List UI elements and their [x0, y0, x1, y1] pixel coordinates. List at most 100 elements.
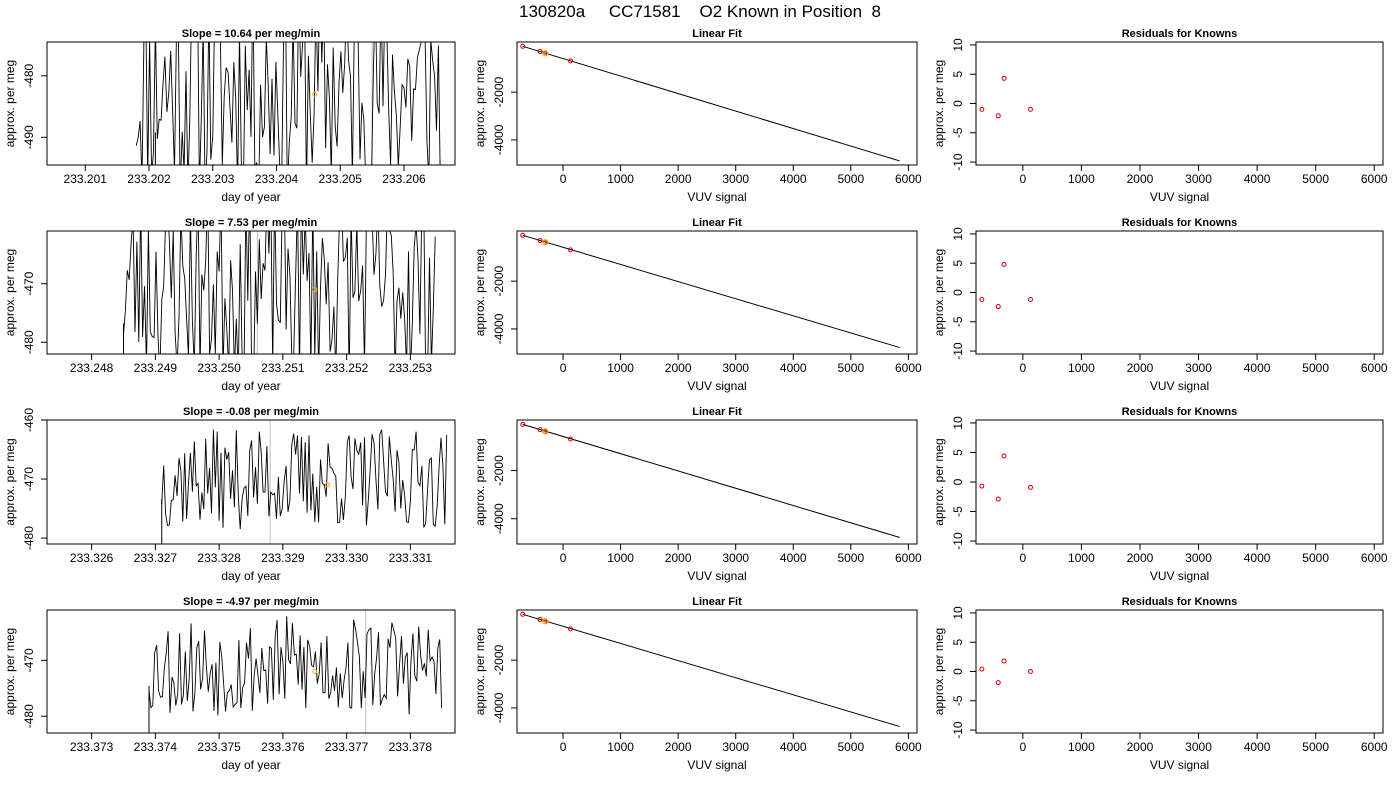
x-tick-label: 2000	[1127, 361, 1154, 375]
chart-panel-linear-fit-row4: Linear Fit VUV signal approx. per meg 0 1000…	[473, 596, 922, 772]
x-tick-label: 233.375	[197, 740, 241, 754]
x-axis-label: VUV signal	[687, 758, 746, 772]
highlight-point	[312, 287, 318, 293]
x-tick-label: 5000	[837, 551, 864, 565]
chart-title: Linear Fit	[692, 596, 742, 608]
y-tick-label: -480	[22, 330, 36, 354]
highlight-point	[542, 239, 549, 246]
x-tick-label: 4000	[1244, 172, 1271, 186]
chart-title: Residuals for Knowns	[1122, 28, 1238, 40]
y-tick-label: -470	[22, 467, 36, 491]
residual-point	[1001, 658, 1007, 664]
plot-frame	[46, 609, 456, 734]
plot-area	[979, 453, 1033, 502]
x-tick-label: 233.329	[261, 551, 305, 565]
y-axis-label: approx. per meg	[3, 60, 17, 147]
plot-area	[520, 421, 900, 538]
y-tick-label: -2000	[492, 76, 506, 107]
y-tick-label: -5	[951, 316, 965, 327]
x-tick-label: 233.251	[261, 361, 305, 375]
known-point	[520, 611, 526, 617]
highlight-point	[542, 50, 549, 57]
x-tick-label: 1000	[607, 172, 634, 186]
y-axis-label: approx. per meg	[473, 249, 487, 336]
x-tick-label: 1000	[1068, 740, 1095, 754]
chart-panel-residuals-row4: Residuals for Knowns VUV signal approx. pe…	[932, 596, 1388, 772]
residual-point	[979, 666, 985, 672]
known-point	[520, 43, 526, 49]
y-tick-label: -2000	[492, 644, 506, 675]
x-tick-label: 233.252	[325, 361, 369, 375]
x-tick-label: 2000	[1127, 551, 1154, 565]
x-tick-label: 1000	[607, 740, 634, 754]
plot-frame	[516, 230, 918, 355]
plot-frame	[516, 41, 918, 166]
x-tick-label: 4000	[1244, 361, 1271, 375]
y-tick-label: 0	[951, 100, 965, 107]
chart-panel-time-series-row3: Slope = -0.08 per meg/min day of year appr…	[3, 406, 456, 583]
plot-area	[148, 610, 443, 733]
y-tick-label: -4000	[492, 503, 506, 534]
plot-frame	[975, 609, 1384, 734]
x-tick-label: 6000	[1361, 361, 1388, 375]
y-tick-label: -10	[951, 153, 965, 171]
plot-area	[979, 261, 1033, 310]
y-tick-label: -5	[951, 506, 965, 517]
x-axis-label: day of year	[221, 379, 280, 393]
x-tick-label: 6000	[1361, 172, 1388, 186]
x-axis-label: VUV signal	[1150, 190, 1209, 204]
known-point	[568, 247, 574, 253]
chart-panel-residuals-row1: Residuals for Knowns VUV signal approx. pe…	[932, 28, 1388, 204]
x-tick-label: 1000	[607, 361, 634, 375]
x-tick-label: 3000	[1185, 740, 1212, 754]
chart-panel-time-series-row4: Slope = -4.97 per meg/min day of year appr…	[3, 596, 456, 772]
x-tick-label: 6000	[895, 361, 922, 375]
known-point	[520, 421, 526, 427]
y-axis-label: approx. per meg	[932, 628, 946, 715]
time-series-line	[123, 231, 436, 354]
x-tick-label: 233.330	[325, 551, 369, 565]
x-axis-label: day of year	[221, 569, 280, 583]
x-tick-label: 233.205	[319, 172, 363, 186]
residual-point	[1001, 453, 1007, 459]
y-tick-label: -470	[22, 648, 36, 672]
y-tick-label: 5	[951, 449, 965, 456]
chart-title: Linear Fit	[692, 406, 742, 418]
plot-area	[520, 43, 900, 162]
residual-point	[979, 483, 985, 489]
residual-point	[1001, 75, 1007, 81]
y-tick-label: -2000	[492, 455, 506, 486]
x-tick-label: 233.206	[382, 172, 426, 186]
x-axis-label: VUV signal	[1150, 758, 1209, 772]
x-tick-label: 233.328	[197, 551, 241, 565]
known-point	[568, 626, 574, 632]
x-tick-label: 233.203	[191, 172, 235, 186]
time-series-line	[135, 42, 441, 165]
plot-area	[979, 75, 1033, 119]
x-tick-label: 0	[560, 361, 567, 375]
x-tick-label: 3000	[722, 172, 749, 186]
y-axis-label: approx. per meg	[473, 438, 487, 525]
chart-panel-linear-fit-row1: Linear Fit VUV signal approx. per meg 0 1000…	[473, 28, 922, 204]
x-tick-label: 6000	[895, 740, 922, 754]
x-tick-label: 1000	[607, 551, 634, 565]
x-tick-label: 3000	[722, 361, 749, 375]
x-tick-label: 233.327	[134, 551, 178, 565]
x-tick-label: 5000	[1302, 172, 1329, 186]
x-tick-label: 6000	[895, 551, 922, 565]
x-axis-label: VUV signal	[1150, 569, 1209, 583]
x-tick-label: 2000	[665, 361, 692, 375]
chart-panel-time-series-row2: Slope = 7.53 per meg/min day of year appro…	[3, 217, 456, 393]
fit-line	[522, 613, 900, 728]
y-tick-label: -5	[951, 127, 965, 138]
plot-frame	[975, 41, 1384, 166]
x-tick-label: 0	[1020, 172, 1027, 186]
y-tick-label: -4000	[492, 124, 506, 155]
x-tick-label: 5000	[837, 361, 864, 375]
time-series-line	[148, 616, 443, 716]
x-tick-label: 5000	[1302, 361, 1329, 375]
x-tick-label: 233.202	[127, 172, 171, 186]
y-tick-label: 10	[951, 606, 965, 620]
y-tick-label: 10	[951, 416, 965, 430]
residual-point	[979, 106, 985, 112]
